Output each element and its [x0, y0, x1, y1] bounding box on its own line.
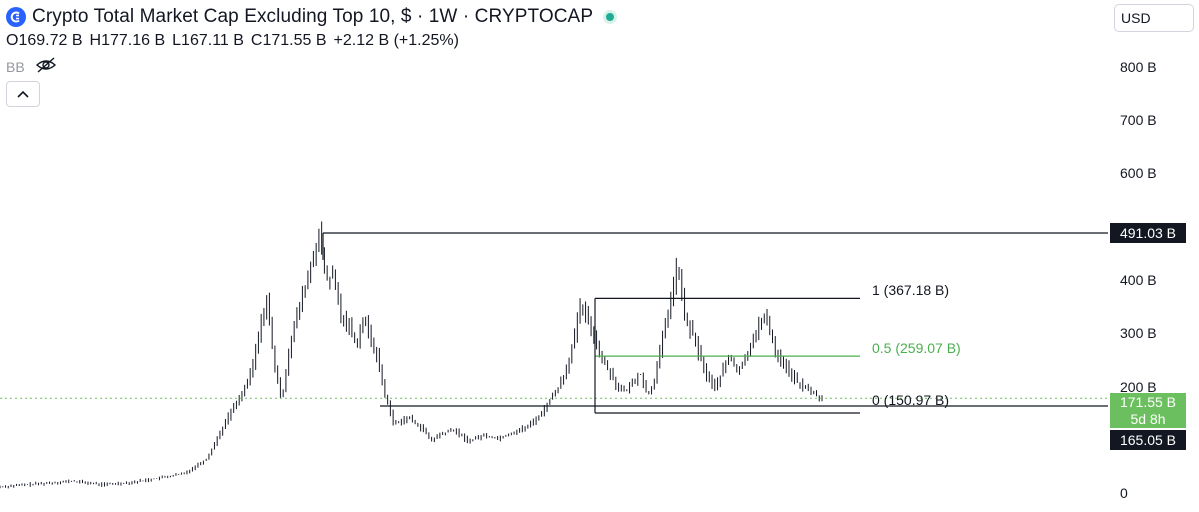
- ohlc-key: L: [172, 32, 182, 49]
- ohlc-value: 169.72 B: [18, 32, 83, 49]
- current-price-tag: 171.55 B: [1110, 393, 1186, 411]
- ohlc-key: O: [6, 32, 19, 49]
- ohlc-key: C: [250, 32, 263, 49]
- indicator-name[interactable]: BB: [6, 59, 25, 75]
- ohlc-item: O169.72 B: [6, 32, 83, 54]
- chart-header: Crypto Total Market Cap Excluding Top 10…: [6, 4, 618, 107]
- fib-level-label: 1 (367.18 B): [872, 282, 950, 299]
- y-axis-tick-label: 0: [1120, 485, 1128, 501]
- y-axis-tick-label: 400 B: [1120, 272, 1157, 288]
- ohlc-value: 171.55 B: [262, 32, 327, 49]
- chevron-up-icon: [17, 90, 29, 98]
- y-axis-tick-label: 300 B: [1120, 325, 1157, 341]
- ohlc-item: L167.11 B: [172, 32, 244, 54]
- eye-hidden-icon[interactable]: [35, 56, 57, 78]
- cryptocap-logo-icon: [6, 7, 26, 27]
- level-price-tag: 165.05 B: [1110, 430, 1186, 450]
- ohlc-item: +2.12 B (+1.25%): [334, 32, 459, 54]
- y-axis-tick-label: 600 B: [1120, 165, 1157, 181]
- bar-countdown-tag: 5d 8h: [1110, 410, 1186, 428]
- ohlc-value: 167.11 B: [181, 32, 244, 49]
- ohlc-values: O169.72 B H177.16 B L167.11 B C171.55 B +2.1…: [6, 32, 617, 54]
- fib-level-label: 0 (150.97 B): [872, 392, 950, 408]
- ohlc-value: +2.12 B (+1.25%): [333, 32, 459, 49]
- market-status-icon[interactable]: [603, 10, 618, 24]
- fib-level-label: 0.5 (259.07 B): [872, 340, 961, 357]
- chart-title[interactable]: Crypto Total Market Cap Excluding Top 10…: [32, 6, 594, 27]
- ohlc-item: C171.55 B: [251, 32, 327, 54]
- level-price-tag: 491.03 B: [1110, 223, 1186, 243]
- ohlc-key: H: [89, 32, 102, 49]
- y-axis-tick-label: 700 B: [1120, 112, 1157, 128]
- ohlc-value: 177.16 B: [101, 32, 166, 49]
- ohlc-item: H177.16 B: [90, 32, 166, 54]
- indicator-row: BB: [6, 55, 617, 79]
- title-row: Crypto Total Market Cap Excluding Top 10…: [6, 4, 618, 30]
- y-axis-tick-label: 200 B: [1120, 379, 1157, 395]
- collapse-legend-button[interactable]: [6, 81, 40, 107]
- currency-select[interactable]: USD: [1114, 4, 1194, 32]
- y-axis-tick-label: 800 B: [1120, 59, 1157, 75]
- currency-label: USD: [1121, 10, 1151, 26]
